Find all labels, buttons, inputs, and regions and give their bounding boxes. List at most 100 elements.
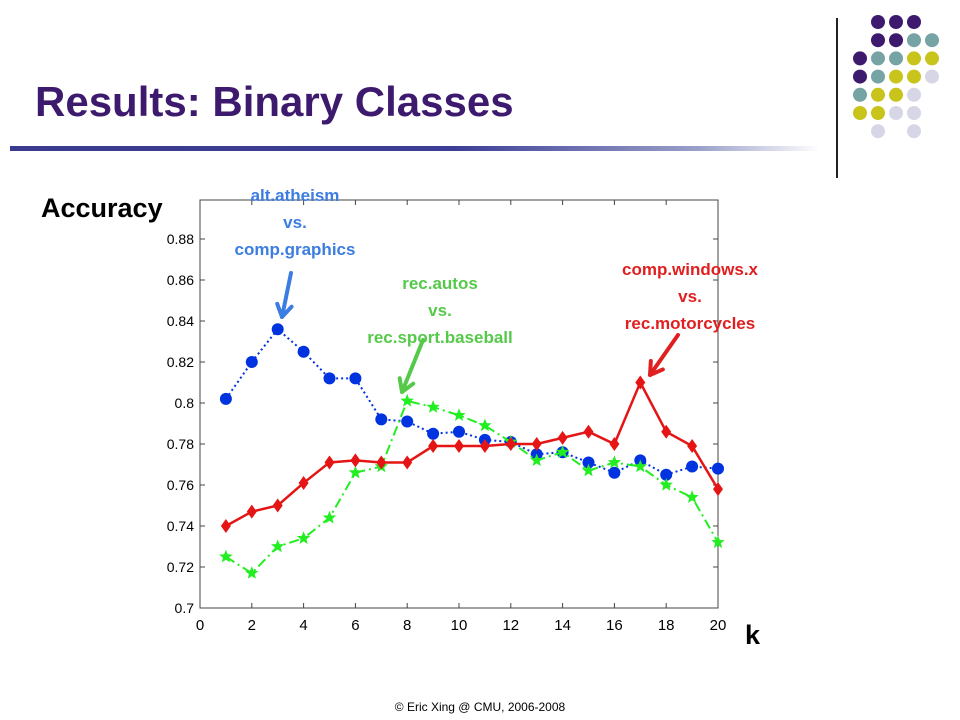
annotation-autos-baseball: rec.autos vs. rec.sport.baseball (345, 270, 535, 351)
annotation-arrowhead (275, 301, 294, 319)
y-tick-label: 0.84 (167, 313, 194, 329)
data-point (685, 490, 699, 503)
x-tick-label: 10 (451, 617, 468, 634)
annotation-line: rec.autos (402, 274, 478, 293)
data-point (245, 566, 259, 579)
data-point (271, 539, 285, 553)
data-point (426, 400, 440, 413)
x-tick-label: 18 (658, 617, 675, 634)
data-point (453, 425, 465, 438)
data-point (608, 466, 621, 479)
decor-dot (889, 69, 903, 84)
data-point (581, 463, 596, 477)
data-point (323, 372, 336, 385)
data-point (322, 510, 337, 524)
y-tick-label: 0.78 (167, 436, 194, 452)
annotation-arrow (400, 338, 425, 394)
decor-dot (889, 106, 903, 120)
data-point (607, 455, 622, 469)
data-point (376, 455, 387, 470)
decor-dot (907, 87, 921, 102)
data-point (479, 439, 490, 454)
decor-dot (871, 106, 885, 120)
data-point (555, 445, 570, 458)
data-point (245, 356, 258, 368)
decor-dot (871, 15, 885, 29)
decor-dot (889, 51, 903, 66)
data-point (219, 392, 232, 405)
annotation-line: vs. (678, 287, 702, 306)
decor-dot (907, 51, 921, 66)
data-point (454, 439, 464, 454)
y-tick-label: 0.7 (175, 600, 195, 616)
decor-vertical-line (836, 18, 838, 178)
data-point (272, 498, 283, 513)
x-tick-label: 16 (606, 617, 623, 634)
data-point (478, 418, 492, 432)
decor-dot (853, 87, 867, 102)
decor-dot (853, 51, 867, 66)
y-tick-label: 0.72 (167, 559, 194, 575)
data-point (531, 437, 542, 451)
data-point (401, 415, 414, 428)
data-point (324, 455, 335, 470)
y-tick-label: 0.88 (167, 231, 194, 247)
data-point (530, 453, 544, 467)
data-point (348, 465, 363, 479)
annotation-arrow (648, 333, 680, 377)
slide-title: Results: Binary Classes (35, 78, 514, 125)
annotation-line: vs. (428, 301, 452, 320)
data-point (635, 375, 646, 390)
decor-dot (925, 69, 939, 84)
title-underline (10, 146, 820, 151)
data-point (582, 456, 595, 469)
data-point (297, 345, 310, 358)
y-tick-label: 0.76 (167, 477, 194, 493)
data-point (661, 424, 672, 439)
decor-dot (907, 33, 921, 48)
annotation-line: comp.windows.x (621, 260, 759, 279)
decor-dot (907, 124, 921, 139)
decor-dot (889, 33, 903, 48)
data-point (427, 427, 440, 440)
y-tick-label: 0.82 (167, 354, 194, 370)
data-point (402, 455, 413, 470)
x-tick-label: 20 (710, 617, 727, 634)
x-tick-label: 6 (351, 617, 359, 634)
decor-dot (853, 69, 867, 84)
decor-dot (871, 124, 885, 139)
y-axis-label: Accuracy (41, 193, 163, 223)
annotation-windows-motorcycles: comp.windows.x vs. rec.motorcycles (605, 256, 775, 337)
y-tick-label: 0.74 (167, 518, 194, 534)
decor-dot (871, 51, 885, 66)
data-point (220, 519, 231, 533)
data-point (428, 439, 439, 454)
x-tick-label: 2 (248, 617, 256, 634)
data-point (271, 323, 284, 336)
data-point (687, 439, 698, 454)
annotation-line: vs. (283, 213, 307, 232)
data-point (298, 475, 309, 490)
data-point (633, 459, 647, 473)
annotation-arrowhead (648, 359, 665, 377)
annotation-arrow (280, 271, 293, 319)
data-point (713, 482, 723, 497)
data-point (686, 460, 699, 473)
decor-dot (925, 33, 939, 48)
annotation-line: comp.graphics (234, 240, 356, 259)
decor-dot (853, 106, 867, 120)
data-point (400, 393, 414, 407)
data-point (296, 531, 311, 544)
data-point (246, 504, 257, 519)
data-point (660, 468, 673, 481)
data-point (712, 462, 724, 475)
data-point (350, 453, 361, 468)
series-line (225, 379, 720, 528)
x-tick-label: 12 (502, 617, 519, 634)
annotation-line: rec.sport.baseball (367, 328, 513, 347)
annotation-arrowhead (397, 376, 416, 394)
data-point (349, 372, 362, 385)
annotation-atheism-graphics: alt.atheism vs. comp.graphics (215, 182, 375, 263)
decor-dot (889, 15, 903, 29)
